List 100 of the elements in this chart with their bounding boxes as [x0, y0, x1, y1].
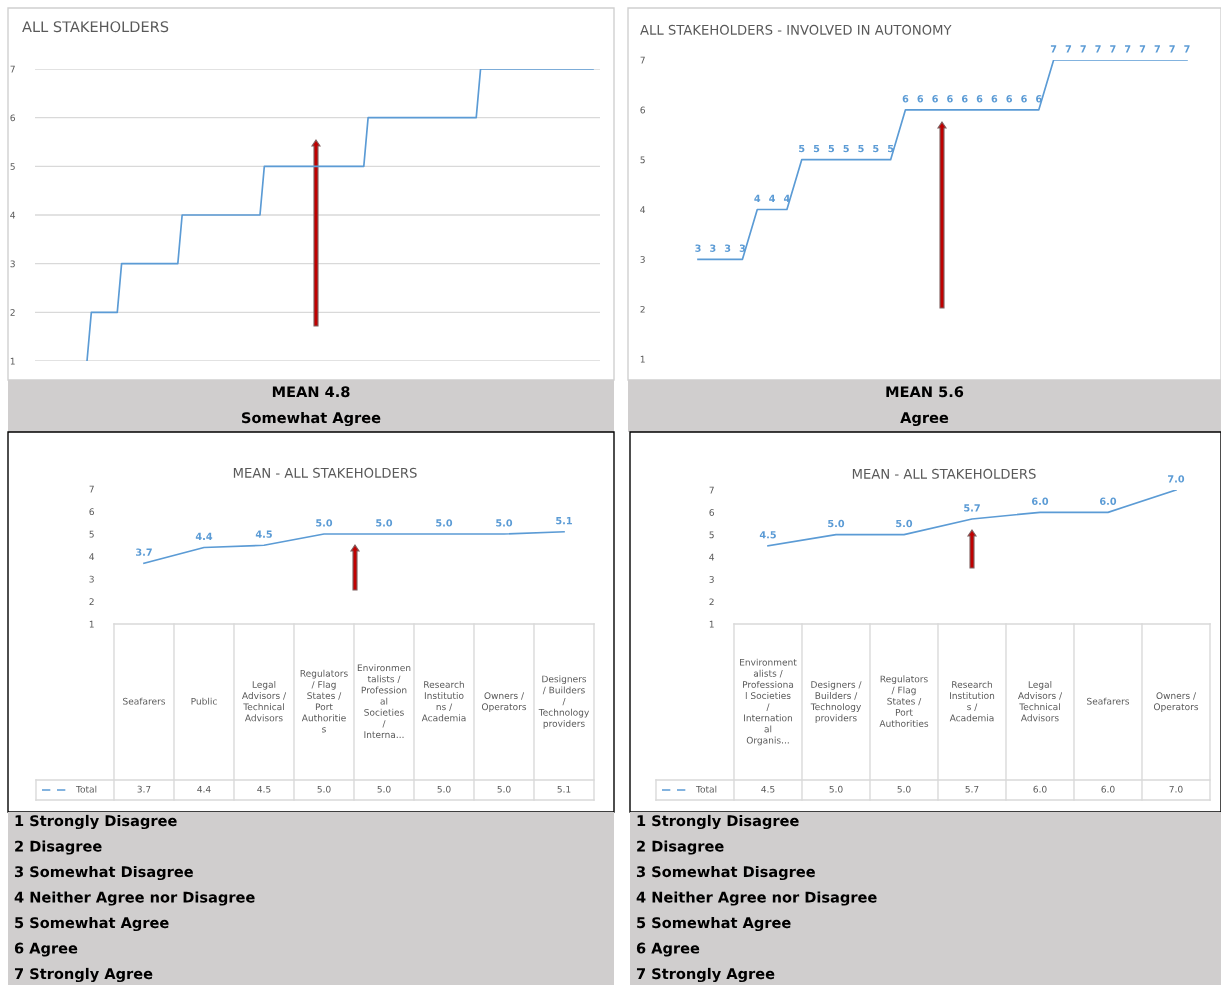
x-tick-label: Research Institutions / Academia [949, 680, 995, 722]
y-tick-label: 5 [10, 163, 15, 170]
y-tick-label: 5 [640, 156, 645, 164]
legend-label: Total [75, 785, 97, 793]
text: 4 Neither Agree nor Disagree [636, 891, 877, 906]
text: 5.0 [496, 519, 513, 527]
y-tick-label: 2 [709, 598, 714, 606]
x-tick-label: Environmentalists / Professional Societies / Interna... [357, 664, 411, 739]
x-tick-label: Environmentalists / Professional Societies / International Organis... [740, 658, 797, 746]
y-tick-label: 2 [89, 598, 94, 605]
data-label: 6 [961, 95, 968, 103]
text: 5 Somewhat Agree [637, 916, 791, 932]
text: 3.7 [136, 548, 152, 556]
y-tick-label: 2 [640, 305, 645, 313]
data-label: 7 [1065, 45, 1072, 53]
data-label: 5 [843, 145, 849, 153]
data-label: 7 [1139, 45, 1146, 53]
text: 5.0 [828, 519, 845, 528]
text: 5.0 [436, 519, 453, 527]
text: Somewhat Agree [242, 411, 381, 427]
text: 6 Agree [636, 942, 700, 957]
data-label: 7 [1125, 45, 1131, 53]
data-label: 7 [1169, 45, 1175, 53]
y-tick-label: 1 [89, 620, 94, 628]
data-label: 5.0 [829, 785, 843, 793]
data-label: 6 [1021, 95, 1027, 103]
chart-title: ALL STAKEHOLDERS [22, 21, 169, 33]
data-label: 4 [769, 194, 776, 202]
data-label: 5 [828, 145, 835, 153]
x-tick-label: Seafarers [123, 697, 166, 705]
data-label: 6 [1006, 95, 1013, 103]
data-label: 6 [976, 95, 983, 103]
x-tick-label: Regulators / Flag States / Port Authorities [300, 669, 348, 733]
text: Agree [900, 412, 949, 427]
y-tick-label: 7 [10, 65, 15, 73]
y-tick-label: 1 [10, 357, 15, 365]
data-label: 5.0 [377, 785, 391, 793]
data-label: 5 [873, 145, 879, 153]
chart-title: ALL STAKEHOLDERS - INVOLVED IN AUTONOMY [640, 24, 952, 35]
chart-title: MEAN - ALL STAKEHOLDERS [852, 468, 1036, 479]
y-tick-label: 1 [709, 620, 714, 628]
x-tick-label: Legal Advisors / Technical Advisors [1017, 680, 1063, 722]
text: 6.0 [1099, 497, 1117, 505]
data-label: 5 [858, 145, 864, 153]
text: 5.0 [896, 519, 913, 528]
text: 2 Disagree [637, 840, 724, 855]
text: 5.1 [556, 517, 572, 525]
y-tick-label: 3 [640, 256, 645, 263]
data-label: 6.0 [1101, 785, 1115, 793]
text: 4.5 [255, 530, 272, 538]
data-label: 7 [1080, 45, 1086, 53]
text: 7.0 [1168, 475, 1185, 483]
data-label: 5.0 [897, 785, 911, 793]
data-label: 6.0 [1033, 785, 1047, 793]
data-label: 3 [695, 244, 701, 252]
data-label: 6 [932, 95, 938, 103]
text: 1 Strongly Disagree [15, 814, 177, 830]
text: 2 Disagree [15, 840, 102, 855]
y-tick-label: 5 [89, 530, 94, 538]
data-label: 3 [724, 244, 731, 252]
text: 4.4 [195, 532, 213, 540]
data-label: 5.0 [497, 785, 511, 793]
y-tick-label: 4 [640, 206, 646, 213]
y-tick-label: 4 [10, 211, 16, 219]
data-label: 5.7 [965, 785, 979, 793]
legend-label: Total [695, 785, 717, 793]
text: 5.0 [376, 519, 393, 527]
y-tick-label: 3 [709, 576, 714, 583]
data-label: 7 [1050, 45, 1057, 53]
y-tick-label: 6 [10, 114, 15, 122]
y-tick-label: 4 [709, 553, 715, 561]
x-tick-label: Owners / Operators [481, 692, 527, 712]
text: 3 Somewhat Disagree [14, 865, 193, 881]
text: 5 Somewhat Agree [15, 916, 169, 932]
y-tick-label: 6 [640, 106, 645, 114]
text: 4 Neither Agree nor Disagree [14, 891, 255, 906]
y-tick-label: 4 [89, 553, 95, 560]
line-series [697, 60, 1188, 261]
data-label: 6 [991, 95, 998, 103]
x-tick-label: Designers / Builders / Technology providers [810, 680, 862, 724]
data-label: 5 [799, 145, 805, 153]
x-tick-label: Legal Advisors / Technical Advisors [241, 680, 287, 722]
data-label: 4.5 [257, 785, 271, 793]
data-label: 7 [1095, 45, 1101, 53]
text: 5.0 [316, 519, 333, 527]
text: 6 Agree [14, 942, 78, 957]
text: 3 Somewhat Disagree [636, 865, 815, 881]
y-tick-label: 2 [10, 309, 15, 316]
data-label: 7.0 [1169, 785, 1183, 793]
data-label: 6 [947, 95, 953, 103]
text: MEAN 4.8 [272, 386, 350, 398]
data-label: 6 [902, 95, 909, 103]
data-label: 7 [1154, 45, 1160, 53]
data-label: 7 [1184, 45, 1190, 53]
y-tick-label: 7 [709, 486, 714, 494]
y-tick-label: 3 [89, 575, 94, 583]
data-label: 5 [813, 145, 820, 153]
y-tick-label: 5 [709, 531, 714, 539]
data-label: 4.4 [197, 785, 211, 793]
data-label: 6 [917, 95, 924, 103]
